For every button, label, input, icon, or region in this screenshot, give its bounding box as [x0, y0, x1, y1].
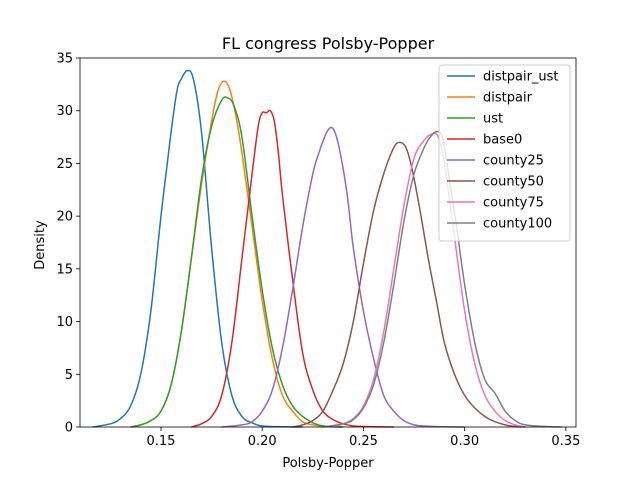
- series-line-county25: [221, 126, 465, 428]
- legend-label-distpair_ust: distpair_ust: [483, 70, 559, 85]
- x-tick-label: 0.35: [551, 434, 580, 449]
- y-tick-label: 25: [56, 157, 73, 172]
- y-tick-label: 30: [56, 104, 73, 119]
- plot-frame: [79, 57, 577, 428]
- legend: distpair_ust distpair ust base0 county25 coun…: [438, 64, 571, 242]
- legend-label-county50: county50: [483, 175, 544, 190]
- series-line-distpair_ust: [92, 69, 303, 428]
- x-tick-label: 0.30: [450, 434, 479, 449]
- y-tick-label: 20: [56, 210, 73, 225]
- legend-label-county25: county25: [483, 154, 544, 169]
- y-tick-label: 15: [56, 262, 73, 277]
- series-curves: [92, 69, 562, 428]
- legend-label-ust: ust: [483, 112, 503, 127]
- series-line-county50: [292, 141, 526, 428]
- y-tick-label: 10: [56, 315, 73, 330]
- chart-title: FL congress Polsby-Popper: [222, 34, 435, 53]
- x-tick-label: 0.20: [248, 434, 277, 449]
- y-tick-label: 35: [56, 52, 73, 67]
- legend-label-base0: base0: [483, 133, 522, 148]
- x-tick-label: 0.15: [147, 434, 176, 449]
- series-line-ust: [130, 96, 344, 428]
- legend-label-county75: county75: [483, 196, 544, 211]
- y-axis-label: Density: [33, 220, 48, 270]
- x-axis-label: Polsby-Popper: [282, 456, 374, 471]
- y-tick-label: 0: [65, 421, 73, 436]
- x-tick-label: 0.25: [349, 434, 378, 449]
- legend-label-county100: county100: [483, 217, 552, 232]
- legend-box: [438, 64, 571, 242]
- axes: 0.15 0.20 0.25 0.30 0.35 0 5 10 15 20 25 30 35: [56, 52, 580, 450]
- y-tick-label: 5: [65, 368, 73, 383]
- legend-label-distpair: distpair: [483, 91, 533, 106]
